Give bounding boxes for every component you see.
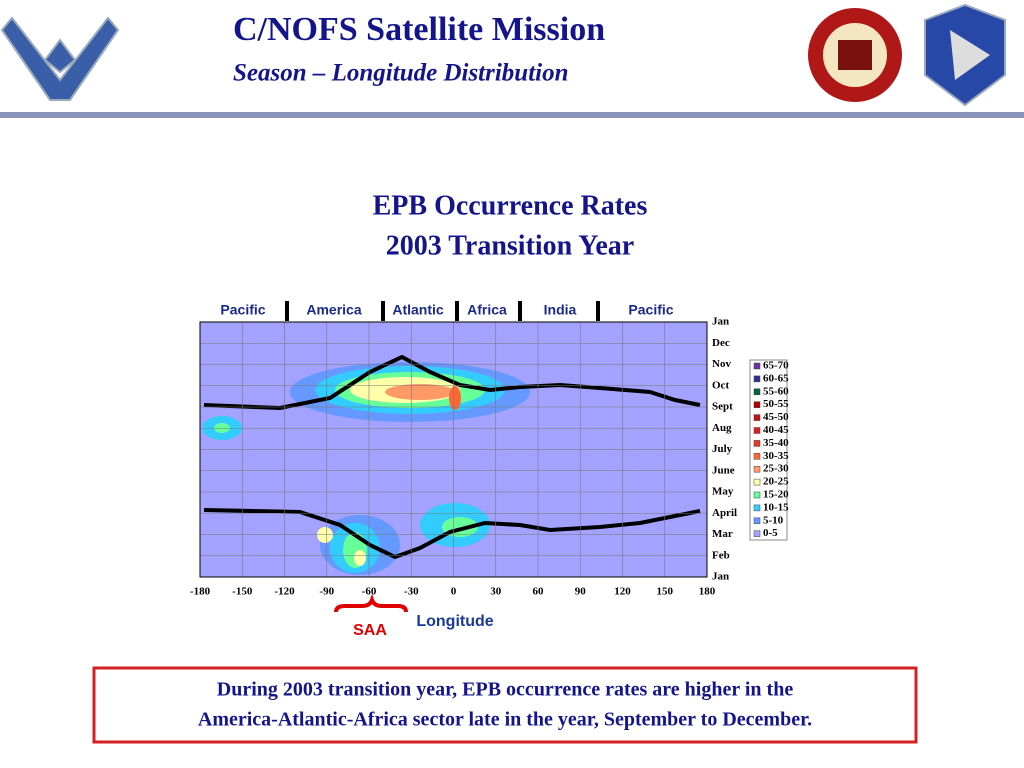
x-tick-label: 120: [614, 586, 631, 598]
legend-label: 20-25: [763, 476, 789, 488]
legend-swatch: [753, 504, 761, 512]
plot-frame: [199, 321, 708, 578]
region-separator: [285, 301, 289, 321]
legend-label: 30-35: [763, 450, 789, 462]
title: C/NOFS Satellite Mission: [233, 11, 605, 48]
y-tick-label: Feb: [712, 549, 730, 561]
legend-label: 35-40: [763, 437, 789, 449]
y-tick-label: Jan: [712, 316, 729, 328]
terminator-line: [203, 354, 701, 411]
legend-swatch: [753, 453, 761, 460]
y-tick-label: Dec: [712, 337, 730, 349]
annotation: SAA: [353, 622, 387, 639]
x-tick-label: 60: [533, 586, 545, 598]
legend-swatch: [753, 517, 761, 525]
x-tick-label: -90: [319, 586, 334, 598]
legend-swatch: [753, 362, 761, 370]
legend-label: 5-10: [763, 514, 784, 526]
x-tick-label: -180: [190, 586, 211, 598]
legend-swatch: [753, 375, 761, 383]
y-tick-label: April: [712, 507, 737, 519]
legend-label: 45-50: [763, 411, 789, 423]
x-tick-label: 0: [451, 586, 457, 598]
y-tick-label: July: [712, 443, 733, 455]
chart-subtitle: 2003 Transition Year: [386, 230, 634, 261]
region-separator: [596, 301, 600, 321]
x-tick-label: 150: [657, 586, 674, 598]
y-tick-label: Aug: [712, 422, 732, 434]
legend-swatch: [753, 491, 761, 499]
region-label: Africa: [467, 302, 507, 318]
x-tick-label: -60: [362, 586, 377, 598]
region-label: Pacific: [628, 302, 673, 318]
x-tick-label: 30: [490, 586, 502, 598]
legend-label: 10-15: [763, 501, 789, 513]
x-tick-label: 90: [575, 586, 587, 598]
legend-label: 65-70: [763, 360, 789, 372]
legend-swatch: [753, 414, 761, 421]
region-separator: [455, 301, 459, 321]
legend-label: 15-20: [763, 489, 789, 501]
saa-brace: [334, 593, 408, 613]
x-axis-label: Longitude: [416, 613, 493, 630]
legend-swatch: [753, 388, 761, 396]
chart-title: EPB Occurrence Rates: [373, 190, 648, 221]
region-label: India: [544, 302, 577, 318]
x-tick-label: 180: [699, 586, 716, 598]
legend-label: 0-5: [763, 527, 778, 539]
y-tick-label: Oct: [712, 379, 729, 391]
legend-label: 60-65: [763, 372, 789, 384]
legend-swatch: [753, 401, 761, 408]
y-tick-label: June: [712, 464, 735, 476]
y-tick-label: Jan: [712, 571, 729, 583]
y-tick-label: Sept: [712, 401, 733, 413]
bc-seal: [808, 8, 902, 102]
afrl-logo: [924, 3, 1006, 107]
legend-label: 50-55: [763, 398, 789, 410]
region-label: Atlantic: [392, 302, 444, 318]
caption-line: During 2003 transition year, EPB occurre…: [217, 679, 794, 701]
y-tick-label: Nov: [712, 358, 731, 370]
region-label: Pacific: [220, 302, 265, 318]
legend-swatch: [753, 478, 761, 486]
x-tick-label: -120: [274, 586, 295, 598]
x-tick-label: -30: [404, 586, 419, 598]
subtitle: Season – Longitude Distribution: [233, 60, 569, 87]
region-separator: [381, 301, 385, 321]
legend-label: 40-45: [763, 424, 789, 436]
y-tick-label: Mar: [712, 528, 733, 540]
x-tick-label: -150: [232, 586, 253, 598]
terminator-line: [203, 508, 701, 560]
region-separator: [518, 301, 522, 321]
legend-swatch: [753, 465, 761, 473]
header-rule: [0, 112, 1024, 118]
caption-box: [92, 666, 918, 744]
legend-label: 55-60: [763, 385, 789, 397]
legend-swatch: [753, 440, 761, 447]
region-label: America: [306, 302, 361, 318]
air-force-logo: [0, 16, 120, 101]
plot: [199, 321, 708, 578]
legend-swatch: [753, 530, 761, 537]
y-tick-label: May: [712, 486, 734, 498]
legend-swatch: [753, 427, 761, 434]
caption-line: America-Atlantic-Africa sector late in t…: [198, 709, 812, 731]
legend-label: 25-30: [763, 463, 789, 475]
